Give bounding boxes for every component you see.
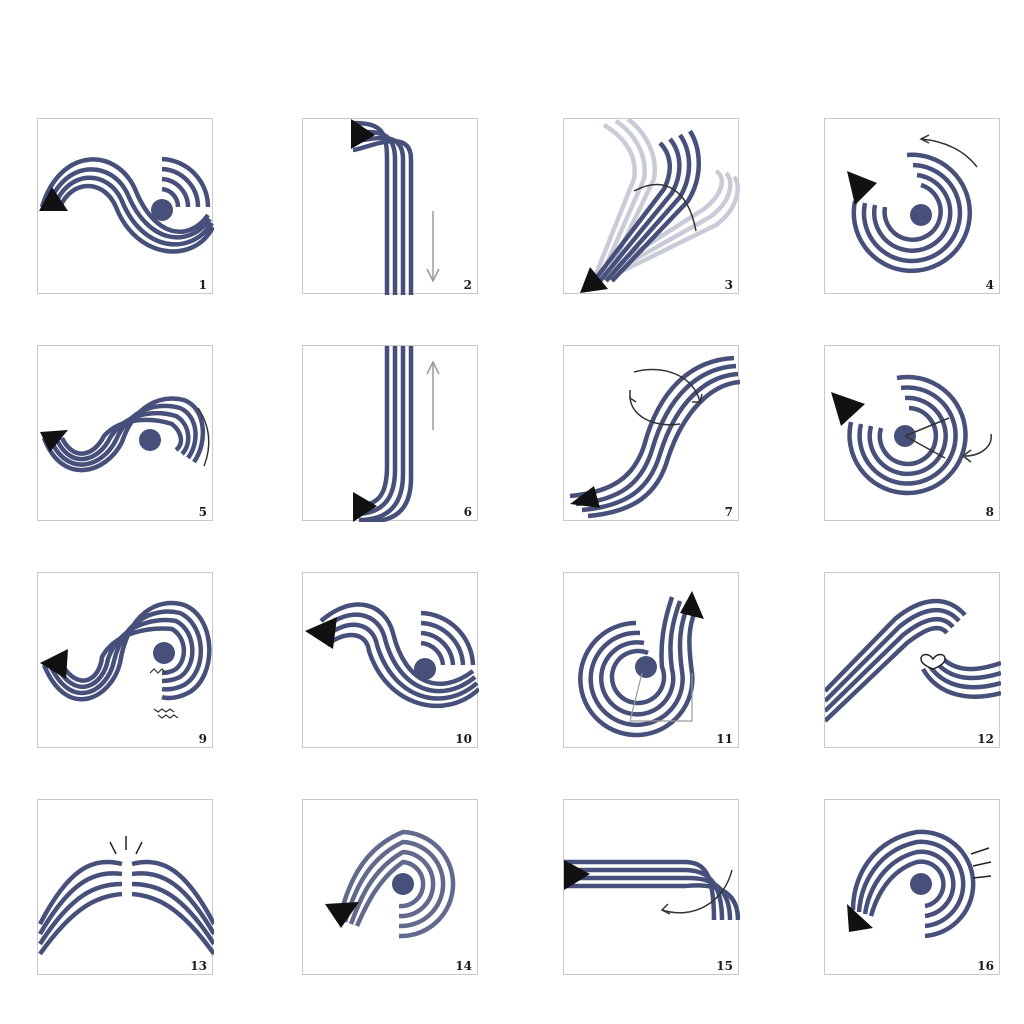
figure-number: 3 xyxy=(724,278,733,292)
figure-number: 2 xyxy=(463,278,472,292)
figure-2-graphic xyxy=(351,119,440,295)
figure-13-graphic xyxy=(38,836,214,956)
frame-1: 1 xyxy=(37,118,214,294)
frame-6: 6 xyxy=(302,345,478,522)
figure-number: 13 xyxy=(190,959,207,973)
figure-11-graphic xyxy=(578,591,704,738)
frame-2: 2 xyxy=(302,118,478,295)
figure-3-graphic xyxy=(580,119,740,293)
frame-10: 10 xyxy=(302,572,479,748)
figure-12-graphic xyxy=(825,598,1001,723)
frame-13: 13 xyxy=(37,799,214,975)
figure-16-graphic xyxy=(847,829,992,939)
figure-number: 15 xyxy=(716,959,733,973)
figure-number: 6 xyxy=(463,505,472,519)
figure-number: 5 xyxy=(198,505,207,519)
figure-number: 11 xyxy=(716,732,733,746)
figure-15-graphic xyxy=(564,859,740,921)
figure-7-graphic xyxy=(569,355,740,519)
frame-16: 16 xyxy=(824,799,1000,975)
figure-number: 10 xyxy=(455,732,472,746)
figure-number: 1 xyxy=(198,278,207,292)
figure-number: 14 xyxy=(455,959,472,973)
frame-11: 11 xyxy=(563,572,739,748)
figure-1-graphic xyxy=(39,156,214,254)
frame-3: 3 xyxy=(563,118,740,294)
figure-5-graphic xyxy=(40,396,210,473)
figure-number: 7 xyxy=(724,505,733,519)
frame-5: 5 xyxy=(37,345,213,521)
figure-14-graphic xyxy=(325,829,456,939)
figure-4-graphic xyxy=(847,134,978,274)
frame-12: 12 xyxy=(824,572,1001,748)
frame-15: 15 xyxy=(563,799,740,975)
frame-9: 9 xyxy=(37,572,213,748)
figure-10-graphic xyxy=(305,602,479,708)
frame-8: 8 xyxy=(824,345,1000,521)
frame-14: 14 xyxy=(302,799,478,975)
frame-7: 7 xyxy=(563,345,740,521)
figure-8-graphic xyxy=(831,374,992,496)
figure-9-graphic xyxy=(40,600,212,719)
figure-number: 9 xyxy=(198,732,207,746)
figure-6-graphic xyxy=(353,346,440,522)
frame-4: 4 xyxy=(824,118,1000,294)
figure-number: 16 xyxy=(977,959,994,973)
figure-number: 12 xyxy=(977,732,994,746)
figure-number: 8 xyxy=(985,505,994,519)
figure-number: 4 xyxy=(985,278,994,292)
